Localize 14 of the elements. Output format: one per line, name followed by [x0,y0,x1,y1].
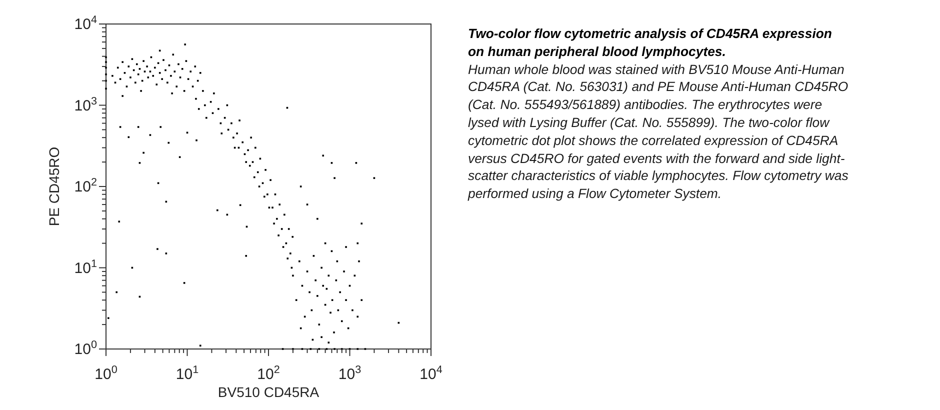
text: Two-color flow cytometric analysis of CD45RA expression on human peripheral blood lymphocytes. [468,25,833,61]
y-tick-label: 10$^{2}$ [74,176,97,196]
x-tick-label: 10$^{1}$ [176,364,199,383]
y-tick-label: 10$^{3}$ [74,95,97,114]
y-tick-label: 10$^{4}$ [74,14,97,33]
text: Human whole blood was stained with BV510 Mouse Anti-Human CD45RA (Cat. No. 563031) and PE Mouse Anti-Human CD45RO (Cat. No. 555493/561889) antibodies. The erythrocytes were lysed with Lysing Buffer (Cat. No. 555899). The two-color flow cytometric dot plot shows the correlated expression of CD45RA versus CD45RO for gated events with the forward and side light-scatter characteristics of viable lymphocytes. Flow cytometry was performed using a Flow Cytometer System. [468,60,850,203]
x-tick-label: 10$^{0}$ [94,364,118,383]
x-tick-label: 10$^{2}$ [257,364,280,383]
y-axis-title: PE CD45RO [46,146,62,226]
y-tick-label: 10$^{0}$ [74,339,97,358]
x-tick-label: 10$^{3}$ [338,364,362,383]
x-axis-title: BV510 CD45RA [218,384,320,400]
x-tick-label: 10$^{4}$ [420,364,442,383]
y-tick-label: 10$^{1}$ [74,258,97,277]
